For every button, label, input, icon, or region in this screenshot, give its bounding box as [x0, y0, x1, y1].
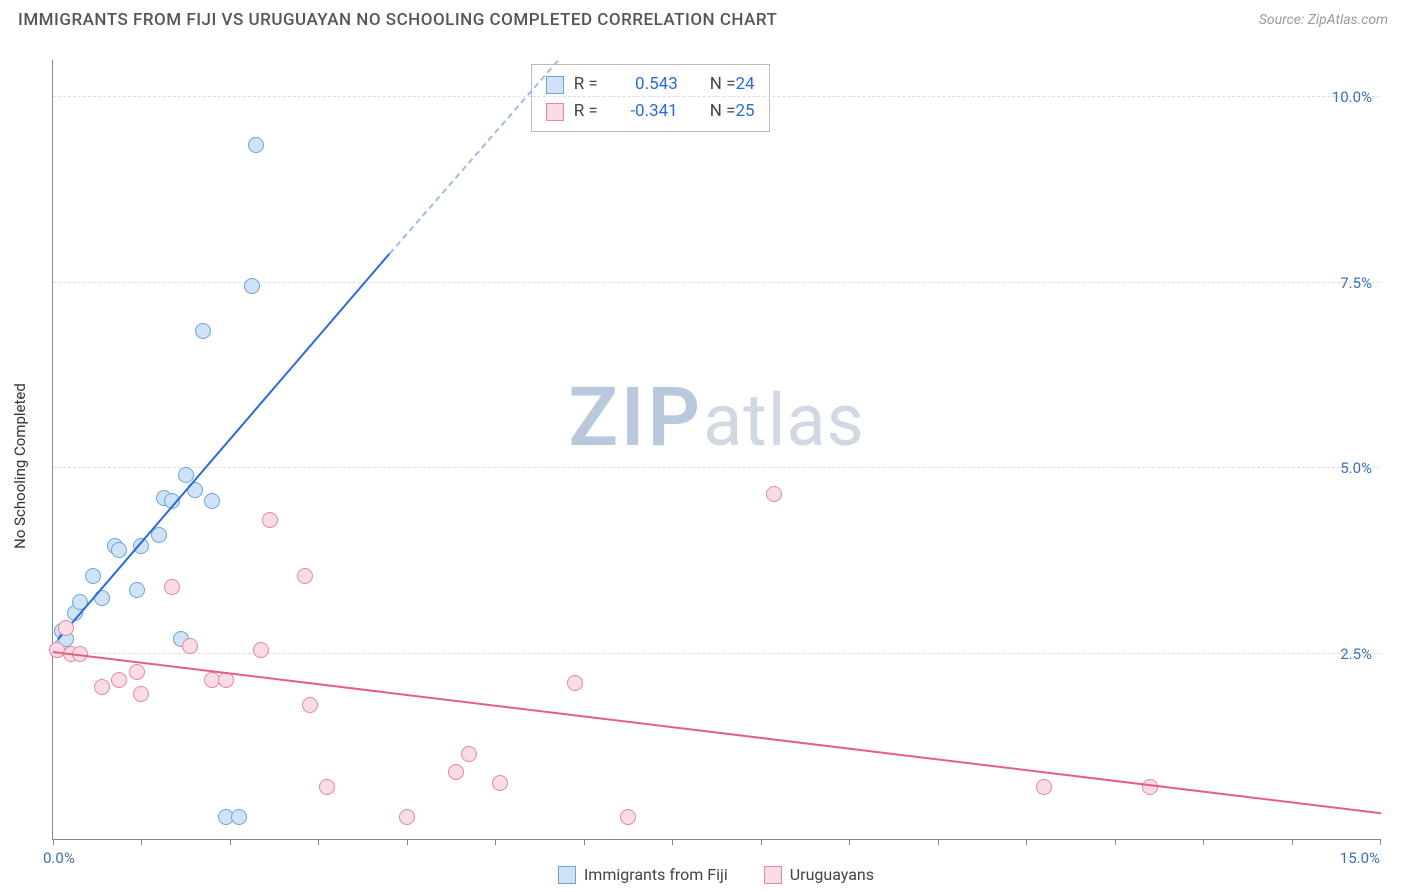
x-tick: [230, 839, 231, 845]
x-tick: [53, 839, 54, 845]
data-point-uruguay: [620, 809, 636, 825]
corr-row-fiji: R = 0.543 N =24: [546, 71, 755, 98]
data-point-uruguay: [262, 512, 278, 528]
corr-swatch-uruguay: [546, 103, 564, 121]
trend-line-extrapolated: [389, 60, 559, 254]
bottom-legend: Immigrants from Fiji Uruguayans: [52, 865, 1380, 884]
data-point-uruguay: [133, 686, 149, 702]
x-tick: [672, 839, 673, 845]
data-point-uruguay: [492, 775, 508, 791]
data-point-uruguay: [1142, 779, 1158, 795]
data-point-fiji: [195, 323, 211, 339]
gridline: [53, 96, 1380, 97]
data-point-fiji: [129, 582, 145, 598]
chart-source: Source: ZipAtlas.com: [1259, 12, 1388, 28]
corr-r-label: R =: [574, 71, 598, 98]
x-tick: [761, 839, 762, 845]
data-point-uruguay: [448, 764, 464, 780]
y-tick-label: 7.5%: [1340, 274, 1372, 292]
chart-header: IMMIGRANTS FROM FIJI VS URUGUAYAN NO SCH…: [0, 0, 1406, 36]
corr-swatch-fiji: [546, 76, 564, 94]
data-point-uruguay: [399, 809, 415, 825]
x-tick: [584, 839, 585, 845]
gridline: [53, 653, 1380, 654]
legend-label-fiji: Immigrants from Fiji: [584, 865, 728, 884]
corr-n-label: N =25: [710, 98, 755, 125]
data-point-uruguay: [319, 779, 335, 795]
corr-n-value: 25: [735, 101, 754, 121]
y-axis-title: No Schooling Completed: [11, 383, 29, 549]
correlation-legend-box: R = 0.543 N =24 R = -0.341 N =25: [531, 64, 770, 132]
data-point-fiji: [231, 809, 247, 825]
gridline: [53, 467, 1380, 468]
data-point-uruguay: [182, 638, 198, 654]
data-point-uruguay: [297, 568, 313, 584]
data-point-fiji: [248, 137, 264, 153]
data-point-fiji: [204, 493, 220, 509]
corr-r-label: R =: [574, 98, 598, 125]
x-tick: [495, 839, 496, 845]
trend-line: [57, 253, 391, 641]
x-tick: [1203, 839, 1204, 845]
y-tick-label: 10.0%: [1332, 88, 1372, 106]
source-label: Source:: [1259, 12, 1304, 28]
y-tick-label: 2.5%: [1340, 645, 1372, 663]
data-point-fiji: [244, 278, 260, 294]
legend-item-uruguay: Uruguayans: [764, 865, 874, 884]
data-point-uruguay: [94, 679, 110, 695]
x-tick: [1115, 839, 1116, 845]
watermark-suffix: atlas: [703, 378, 865, 463]
legend-swatch-uruguay: [764, 866, 782, 884]
corr-r-value: -0.341: [608, 98, 678, 125]
corr-n-label: N =24: [710, 71, 755, 98]
legend-label-uruguay: Uruguayans: [790, 865, 874, 884]
legend-item-fiji: Immigrants from Fiji: [558, 865, 728, 884]
watermark-prefix: ZIP: [568, 370, 703, 466]
data-point-uruguay: [302, 697, 318, 713]
x-tick: [318, 839, 319, 845]
corr-n-value: 24: [735, 74, 754, 94]
chart-title: IMMIGRANTS FROM FIJI VS URUGUAYAN NO SCH…: [18, 10, 777, 30]
x-tick: [141, 839, 142, 845]
data-point-uruguay: [461, 746, 477, 762]
plot-region: ZIPatlas 0.0% 15.0% R =0.543N =24R =-0.3…: [52, 60, 1380, 840]
data-point-uruguay: [253, 642, 269, 658]
x-tick: [1292, 839, 1293, 845]
y-tick-label: 5.0%: [1340, 459, 1372, 477]
corr-r-value: 0.543: [608, 71, 678, 98]
trend-line: [53, 651, 1381, 814]
data-point-uruguay: [129, 664, 145, 680]
watermark: ZIPatlas: [568, 370, 864, 466]
data-point-uruguay: [58, 620, 74, 636]
data-point-fiji: [85, 568, 101, 584]
chart-area: No Schooling Completed ZIPatlas 0.0% 15.…: [0, 40, 1406, 892]
x-tick: [1026, 839, 1027, 845]
data-point-uruguay: [567, 675, 583, 691]
data-point-fiji: [111, 542, 127, 558]
x-tick: [938, 839, 939, 845]
data-point-uruguay: [164, 579, 180, 595]
x-tick: [407, 839, 408, 845]
corr-row-uruguay: R = -0.341 N =25: [546, 98, 755, 125]
data-point-uruguay: [1036, 779, 1052, 795]
data-point-uruguay: [766, 486, 782, 502]
legend-swatch-fiji: [558, 866, 576, 884]
data-point-uruguay: [111, 672, 127, 688]
source-value: ZipAtlas.com: [1308, 12, 1388, 28]
x-tick: [1380, 839, 1381, 845]
x-tick: [849, 839, 850, 845]
